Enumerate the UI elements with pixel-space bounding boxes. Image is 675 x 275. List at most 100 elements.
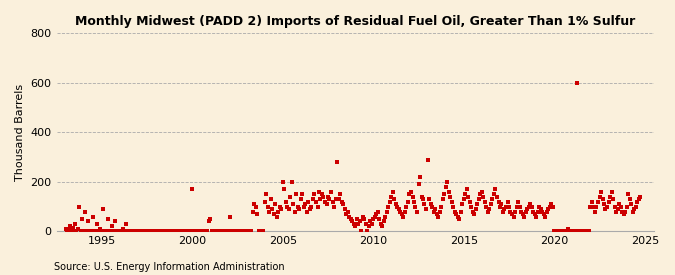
Point <box>481 204 492 209</box>
Point <box>306 204 317 209</box>
Point <box>154 229 165 233</box>
Point <box>357 214 368 219</box>
Point <box>457 202 468 206</box>
Point <box>434 209 445 214</box>
Point <box>253 229 264 233</box>
Point <box>374 217 385 221</box>
Point <box>413 182 424 186</box>
Point <box>386 194 397 199</box>
Point <box>329 204 340 209</box>
Point <box>164 229 175 233</box>
Point <box>151 229 161 233</box>
Point <box>554 229 564 233</box>
Point <box>348 222 359 226</box>
Point <box>367 222 377 226</box>
Point <box>621 204 632 209</box>
Point <box>342 209 353 214</box>
Point <box>315 197 326 201</box>
Point <box>431 212 442 216</box>
Point <box>290 209 300 214</box>
Point <box>70 222 80 226</box>
Point <box>161 229 172 233</box>
Point <box>606 189 617 194</box>
Point <box>507 212 518 216</box>
Point <box>125 229 136 233</box>
Point <box>194 229 205 233</box>
Point <box>373 209 383 214</box>
Point <box>169 229 180 233</box>
Point <box>254 229 265 233</box>
Point <box>241 229 252 233</box>
Point <box>582 229 593 233</box>
Point <box>389 197 400 201</box>
Point <box>247 209 258 214</box>
Point <box>256 229 267 233</box>
Point <box>473 197 484 201</box>
Point <box>460 192 470 196</box>
Point <box>172 229 183 233</box>
Point <box>577 229 588 233</box>
Point <box>199 229 210 233</box>
Point <box>490 187 501 191</box>
Point <box>458 197 469 201</box>
Point <box>157 229 167 233</box>
Point <box>588 204 599 209</box>
Point <box>74 204 84 209</box>
Point <box>514 204 525 209</box>
Point <box>632 199 643 204</box>
Point <box>353 222 364 226</box>
Point <box>188 229 199 233</box>
Point <box>175 229 186 233</box>
Point <box>523 204 534 209</box>
Point <box>87 214 98 219</box>
Point <box>209 229 220 233</box>
Point <box>207 229 217 233</box>
Point <box>279 187 290 191</box>
Point <box>387 189 398 194</box>
Point <box>493 199 504 204</box>
Point <box>61 229 72 233</box>
Point <box>182 229 193 233</box>
Point <box>280 199 291 204</box>
Point <box>120 222 131 226</box>
Point <box>501 204 512 209</box>
Point <box>319 199 330 204</box>
Point <box>402 199 413 204</box>
Point <box>178 229 188 233</box>
Point <box>364 219 375 224</box>
Point <box>345 217 356 221</box>
Point <box>336 199 347 204</box>
Point <box>535 207 546 211</box>
Point <box>226 229 237 233</box>
Point <box>143 229 154 233</box>
Point <box>464 199 475 204</box>
Point <box>466 204 477 209</box>
Point <box>549 229 560 233</box>
Point <box>516 209 526 214</box>
Point <box>433 214 443 219</box>
Point <box>502 199 513 204</box>
Point <box>441 180 452 184</box>
Point <box>524 202 535 206</box>
Point <box>526 204 537 209</box>
Point <box>240 229 250 233</box>
Point <box>617 209 628 214</box>
Point <box>273 209 284 214</box>
Point <box>265 197 276 201</box>
Point <box>116 229 127 233</box>
Point <box>445 194 456 199</box>
Point <box>597 197 608 201</box>
Point <box>394 207 404 211</box>
Point <box>555 229 566 233</box>
Point <box>211 229 222 233</box>
Point <box>197 229 208 233</box>
Point <box>546 202 557 206</box>
Point <box>303 199 314 204</box>
Point <box>285 194 296 199</box>
Point <box>294 207 305 211</box>
Y-axis label: Thousand Barrels: Thousand Barrels <box>15 84 25 181</box>
Point <box>356 229 367 233</box>
Point <box>187 187 198 191</box>
Point <box>347 219 358 224</box>
Point <box>152 229 163 233</box>
